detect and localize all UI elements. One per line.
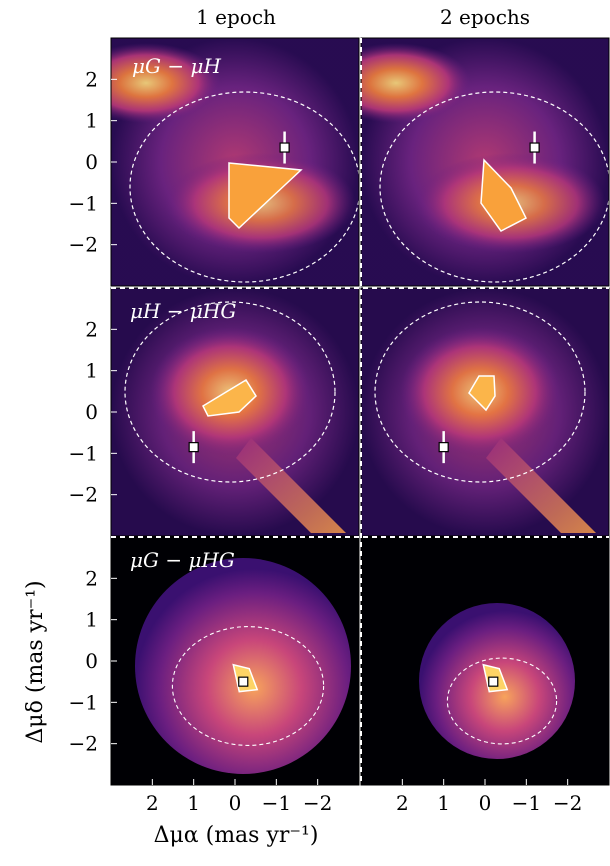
density-blob (361, 43, 471, 123)
y-tick-label: 2 (85, 67, 98, 91)
x-tick-label: 0 (479, 791, 492, 815)
panel-label-row2: μH − μHG (130, 299, 236, 323)
y-axis-title: Δμδ (mas yr⁻¹) (23, 580, 48, 743)
x-tick-label: −1 (512, 791, 541, 815)
x-tick-label: −2 (553, 791, 582, 815)
panel-1-1 (360, 287, 610, 537)
measurement-marker (488, 676, 499, 687)
density-streak (236, 438, 346, 533)
panel-label-row3: μG − μHG (130, 548, 235, 572)
density-disk (135, 558, 351, 774)
density-blob (111, 43, 221, 123)
panel-frame (360, 37, 610, 287)
panel-grid (110, 37, 610, 786)
panel-2-1 (360, 536, 610, 786)
x-tick-label: 1 (187, 791, 200, 815)
x-tick-label: 2 (396, 791, 409, 815)
panel-2-0 (110, 536, 360, 786)
column-title-1: 1 epoch (196, 5, 276, 29)
contour-outer (446, 657, 558, 745)
contour-outer (171, 626, 325, 746)
measurement-marker (279, 142, 290, 153)
density-core (202, 378, 257, 417)
x-axis-title: Δμα (mas yr⁻¹) (154, 823, 319, 848)
panel-0-1 (360, 37, 610, 287)
y-tick-label: −1 (69, 191, 98, 215)
y-tick-label: −2 (69, 483, 98, 507)
y-tick-label: 2 (85, 566, 98, 590)
y-tick-label: −1 (69, 690, 98, 714)
y-tick-label: −1 (69, 441, 98, 465)
density-core (468, 375, 496, 412)
y-tick-label: 2 (85, 317, 98, 341)
y-tick-label: 1 (85, 608, 98, 632)
y-tick-label: −2 (69, 732, 98, 756)
density-core (228, 162, 303, 230)
y-tick-label: 0 (85, 150, 98, 174)
x-tick-label: −1 (262, 791, 291, 815)
measurement-marker (238, 676, 249, 687)
panel-1-0 (110, 287, 360, 537)
tick-labels: 2 1 0 −1 −2 2 1 0 −1 −2 2 1 0 −1 −2 2 1 0 −1 −2 2 1 0 −1 −2 (69, 67, 583, 815)
measurement-marker (529, 142, 540, 153)
y-tick-label: 1 (85, 359, 98, 383)
contour-outer (374, 301, 586, 483)
measurement-marker (438, 442, 449, 453)
contour-outer (124, 301, 336, 483)
contour-outer (379, 91, 609, 283)
y-tick-label: −2 (69, 233, 98, 257)
column-title-2: 2 epochs (440, 5, 530, 29)
panel-label-row1: μG − μH (132, 54, 221, 78)
density-streak (486, 438, 596, 533)
x-tick-label: 0 (229, 791, 242, 815)
measurement-marker (188, 442, 199, 453)
panel-0-0 (110, 37, 360, 287)
x-tick-label: 1 (437, 791, 450, 815)
x-tick-label: 2 (146, 791, 159, 815)
density-core (480, 158, 528, 232)
contour-outer (129, 91, 359, 283)
y-tick-label: 1 (85, 109, 98, 133)
y-tick-label: 0 (85, 649, 98, 673)
y-tick-label: 0 (85, 400, 98, 424)
x-tick-label: −2 (303, 791, 332, 815)
